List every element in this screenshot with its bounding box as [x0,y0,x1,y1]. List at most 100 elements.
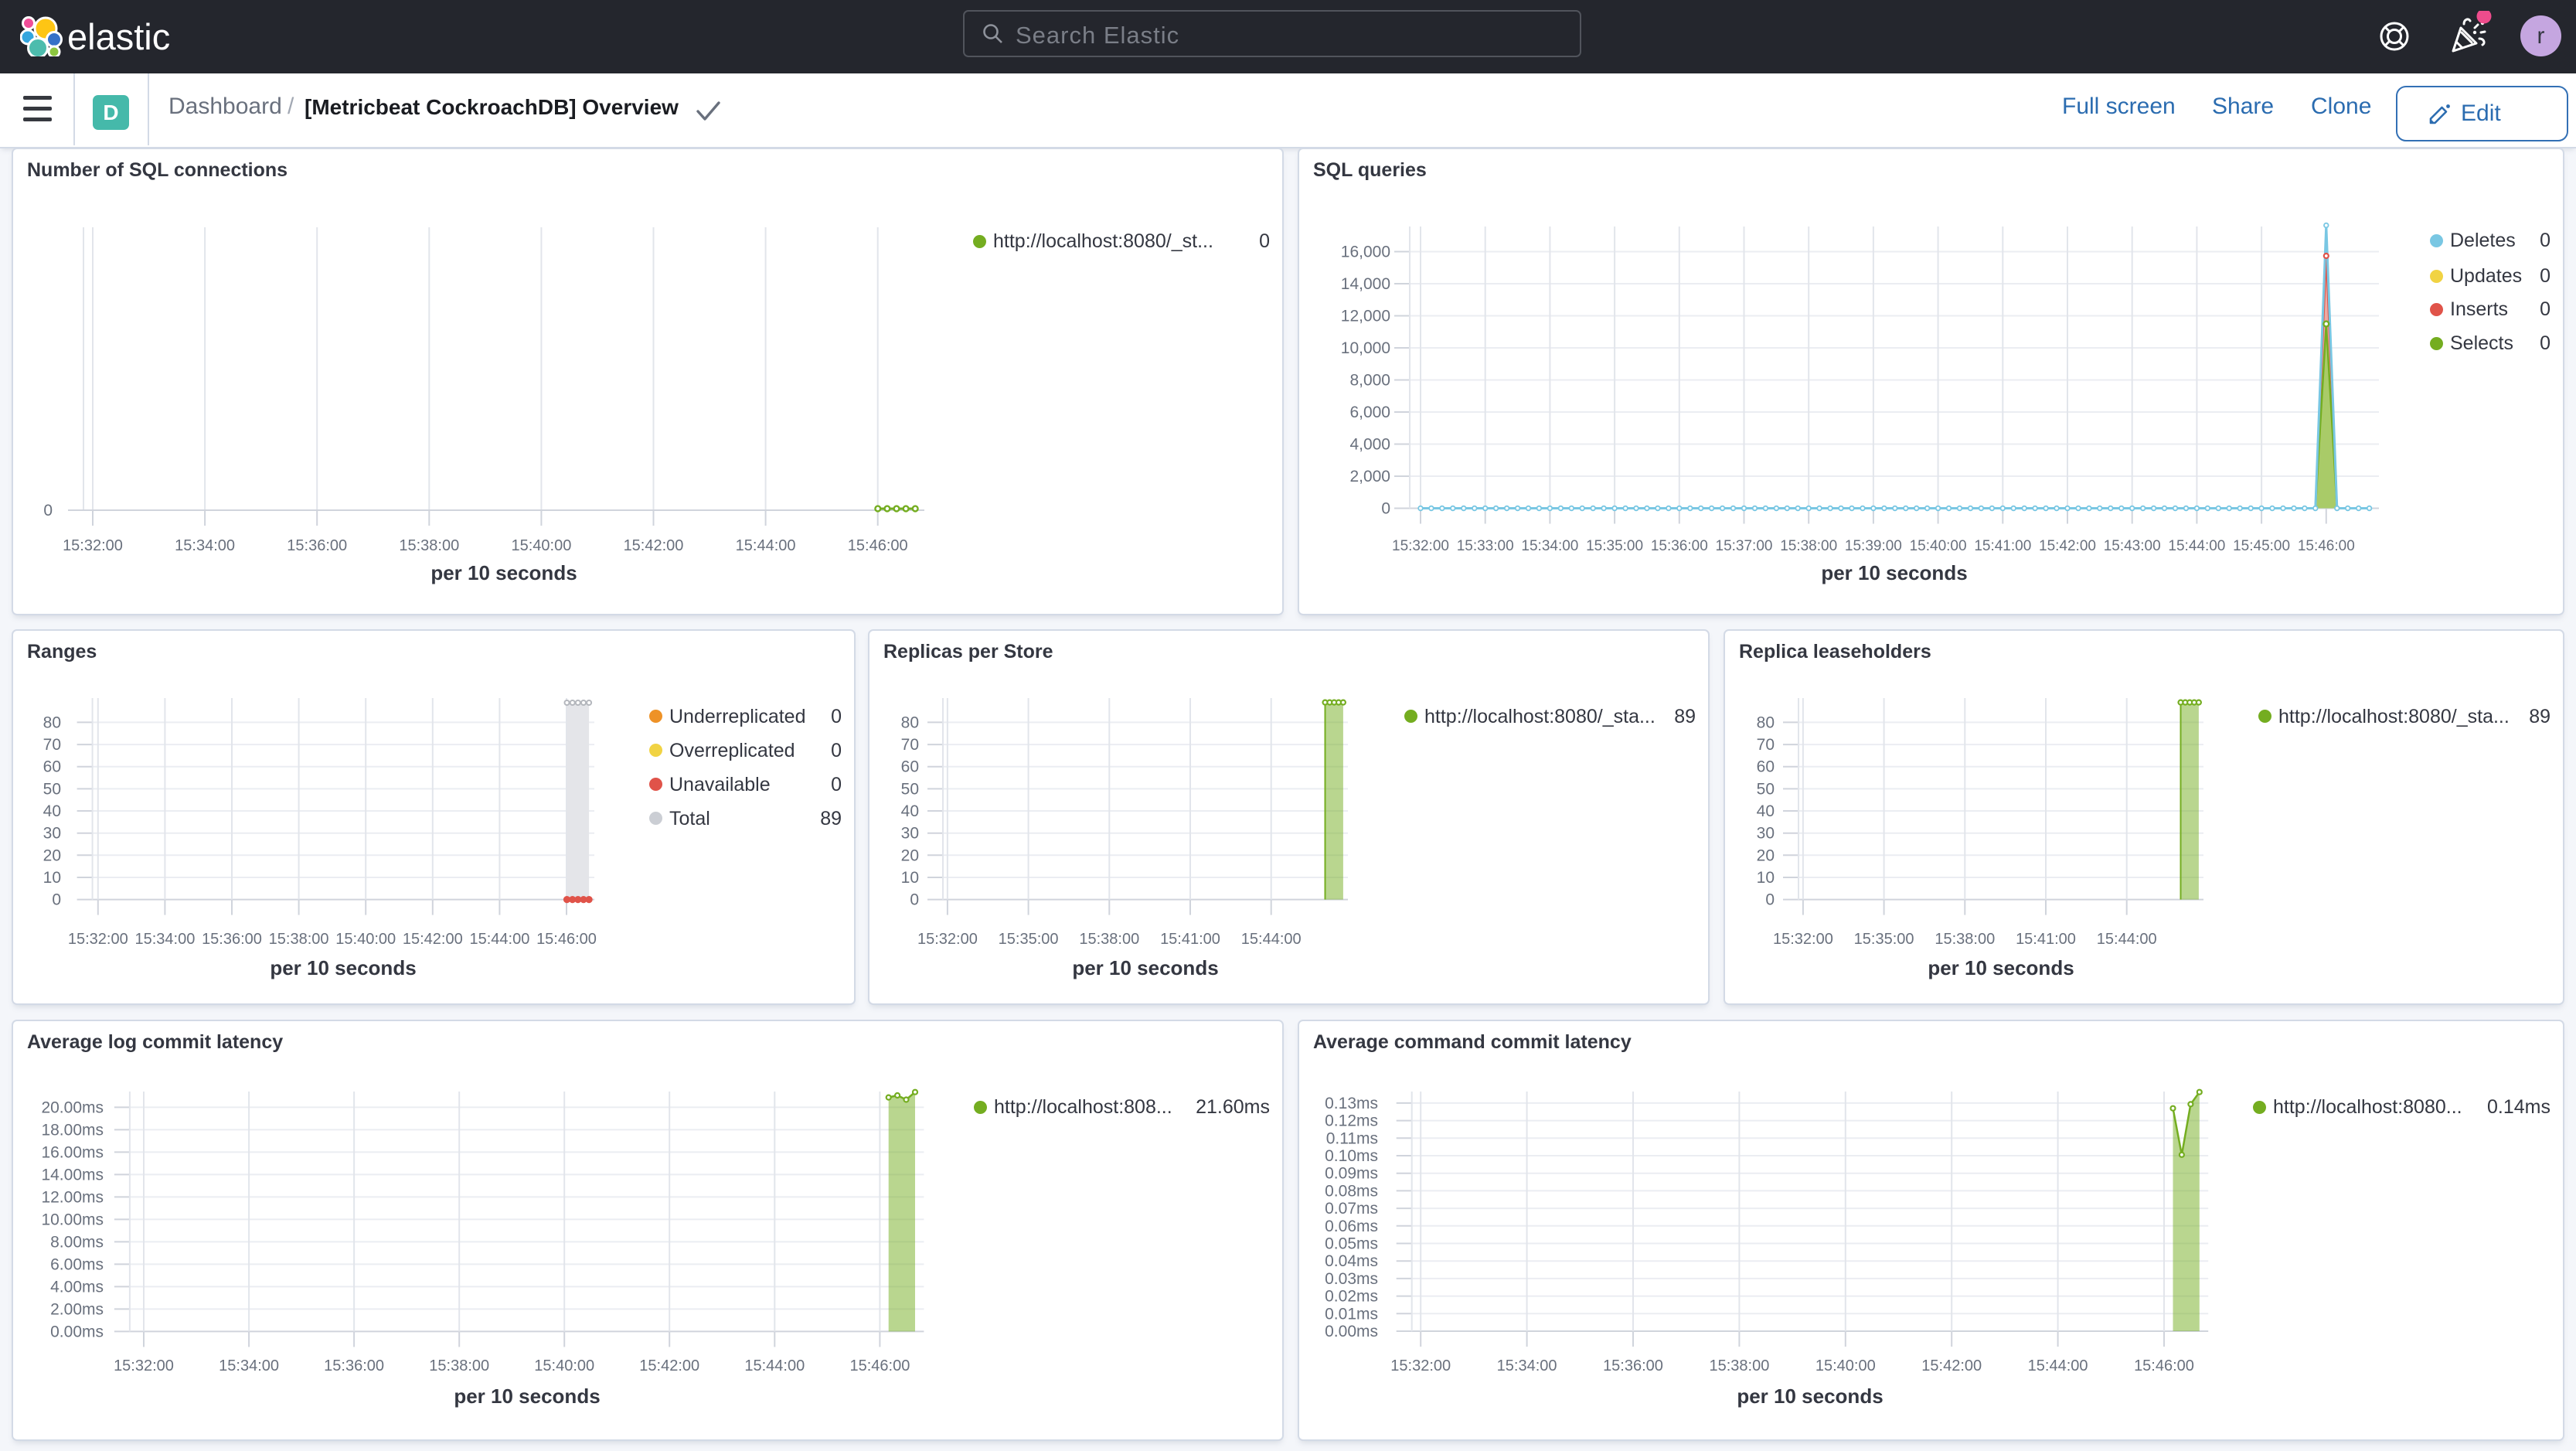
svg-text:80: 80 [901,714,919,731]
svg-text:15:41:00: 15:41:00 [1974,538,2031,554]
svg-text:15:32:00: 15:32:00 [114,1357,174,1374]
svg-text:15:40:00: 15:40:00 [1910,538,1967,554]
svg-text:0.02ms: 0.02ms [1325,1288,1378,1306]
svg-text:6.00ms: 6.00ms [50,1255,104,1273]
svg-text:4.00ms: 4.00ms [50,1278,104,1296]
svg-text:0: 0 [1765,891,1775,909]
svg-text:6,000: 6,000 [1349,404,1390,421]
svg-text:0: 0 [910,891,919,909]
svg-text:12,000: 12,000 [1341,308,1390,325]
svg-text:0.11ms: 0.11ms [1326,1129,1378,1147]
svg-text:0.09ms: 0.09ms [1325,1165,1378,1183]
svg-text:15:44:00: 15:44:00 [2028,1357,2088,1374]
svg-text:80: 80 [1757,714,1775,731]
svg-text:15:36:00: 15:36:00 [1603,1357,1663,1374]
svg-text:15:36:00: 15:36:00 [287,537,347,554]
svg-text:20.00ms: 20.00ms [41,1098,104,1116]
svg-text:15:44:00: 15:44:00 [469,931,529,948]
svg-text:0.13ms: 0.13ms [1325,1095,1378,1112]
svg-text:15:41:00: 15:41:00 [2016,931,2076,948]
svg-text:0.00ms: 0.00ms [1325,1323,1378,1340]
svg-text:8,000: 8,000 [1349,372,1390,390]
svg-text:50: 50 [43,780,61,798]
svg-text:0.06ms: 0.06ms [1325,1218,1378,1235]
svg-text:15:39:00: 15:39:00 [1845,538,1902,554]
svg-text:30: 30 [43,825,61,843]
svg-text:15:44:00: 15:44:00 [736,537,796,554]
svg-text:15:34:00: 15:34:00 [219,1357,279,1374]
svg-text:15:38:00: 15:38:00 [1079,931,1139,948]
svg-text:40: 40 [901,802,919,820]
svg-text:15:42:00: 15:42:00 [1921,1357,1982,1374]
svg-text:30: 30 [901,825,919,843]
svg-text:per 10 seconds: per 10 seconds [1072,956,1218,979]
svg-text:70: 70 [43,736,61,754]
svg-text:15:42:00: 15:42:00 [2039,538,2096,554]
svg-text:70: 70 [1757,736,1775,754]
svg-text:40: 40 [43,802,61,820]
svg-text:2,000: 2,000 [1349,468,1390,485]
svg-text:15:41:00: 15:41:00 [1160,931,1220,948]
svg-text:15:46:00: 15:46:00 [2134,1357,2194,1374]
svg-text:60: 60 [1757,758,1775,776]
svg-text:15:34:00: 15:34:00 [175,537,235,554]
svg-text:0.03ms: 0.03ms [1325,1270,1378,1288]
svg-text:per 10 seconds: per 10 seconds [1821,561,1967,584]
svg-text:15:42:00: 15:42:00 [403,931,463,948]
svg-text:15:36:00: 15:36:00 [324,1357,384,1374]
svg-text:15:32:00: 15:32:00 [63,537,123,554]
svg-text:15:33:00: 15:33:00 [1457,538,1514,554]
svg-text:15:44:00: 15:44:00 [2097,931,2157,948]
svg-text:15:42:00: 15:42:00 [624,537,684,554]
svg-text:0.08ms: 0.08ms [1325,1182,1378,1200]
svg-text:15:32:00: 15:32:00 [1773,931,1833,948]
svg-text:30: 30 [1757,825,1775,843]
svg-text:15:44:00: 15:44:00 [2168,538,2225,554]
svg-text:40: 40 [1757,802,1775,820]
svg-text:16.00ms: 16.00ms [41,1143,104,1161]
svg-text:0.00ms: 0.00ms [50,1323,104,1340]
svg-text:0: 0 [1381,500,1390,518]
svg-text:15:42:00: 15:42:00 [639,1357,699,1374]
svg-text:15:44:00: 15:44:00 [1241,931,1302,948]
svg-text:50: 50 [901,780,919,798]
svg-text:per 10 seconds: per 10 seconds [1928,956,2074,979]
svg-text:15:38:00: 15:38:00 [269,931,329,948]
svg-text:60: 60 [43,758,61,776]
svg-text:0.12ms: 0.12ms [1325,1112,1378,1130]
svg-text:15:46:00: 15:46:00 [849,1357,910,1374]
svg-text:15:38:00: 15:38:00 [429,1357,489,1374]
svg-text:15:40:00: 15:40:00 [511,537,571,554]
svg-text:15:34:00: 15:34:00 [134,931,195,948]
svg-text:0: 0 [52,891,61,909]
svg-text:0.04ms: 0.04ms [1325,1252,1378,1270]
svg-text:per 10 seconds: per 10 seconds [430,561,577,584]
svg-text:15:32:00: 15:32:00 [917,931,978,948]
svg-text:2.00ms: 2.00ms [50,1300,104,1318]
svg-text:0.10ms: 0.10ms [1325,1147,1378,1165]
svg-text:15:34:00: 15:34:00 [1497,1357,1557,1374]
svg-text:15:35:00: 15:35:00 [1586,538,1643,554]
svg-text:12.00ms: 12.00ms [41,1188,104,1206]
svg-text:18.00ms: 18.00ms [41,1121,104,1139]
svg-text:4,000: 4,000 [1349,436,1390,454]
svg-text:15:45:00: 15:45:00 [2233,538,2290,554]
svg-text:0: 0 [43,502,53,519]
svg-text:15:38:00: 15:38:00 [1709,1357,1769,1374]
svg-text:0.07ms: 0.07ms [1325,1200,1378,1218]
svg-text:15:44:00: 15:44:00 [744,1357,805,1374]
svg-text:15:35:00: 15:35:00 [999,931,1059,948]
svg-text:0.01ms: 0.01ms [1325,1305,1378,1323]
svg-text:10: 10 [43,869,61,887]
svg-text:15:35:00: 15:35:00 [1854,931,1914,948]
svg-text:10: 10 [901,869,919,887]
svg-text:15:32:00: 15:32:00 [68,931,128,948]
svg-text:15:38:00: 15:38:00 [1935,931,1995,948]
svg-text:10,000: 10,000 [1341,339,1390,357]
svg-text:0.05ms: 0.05ms [1325,1235,1378,1253]
svg-text:10.00ms: 10.00ms [41,1211,104,1228]
svg-text:15:36:00: 15:36:00 [1651,538,1708,554]
svg-text:15:43:00: 15:43:00 [2104,538,2161,554]
svg-text:15:40:00: 15:40:00 [1815,1357,1876,1374]
svg-text:15:46:00: 15:46:00 [2298,538,2355,554]
